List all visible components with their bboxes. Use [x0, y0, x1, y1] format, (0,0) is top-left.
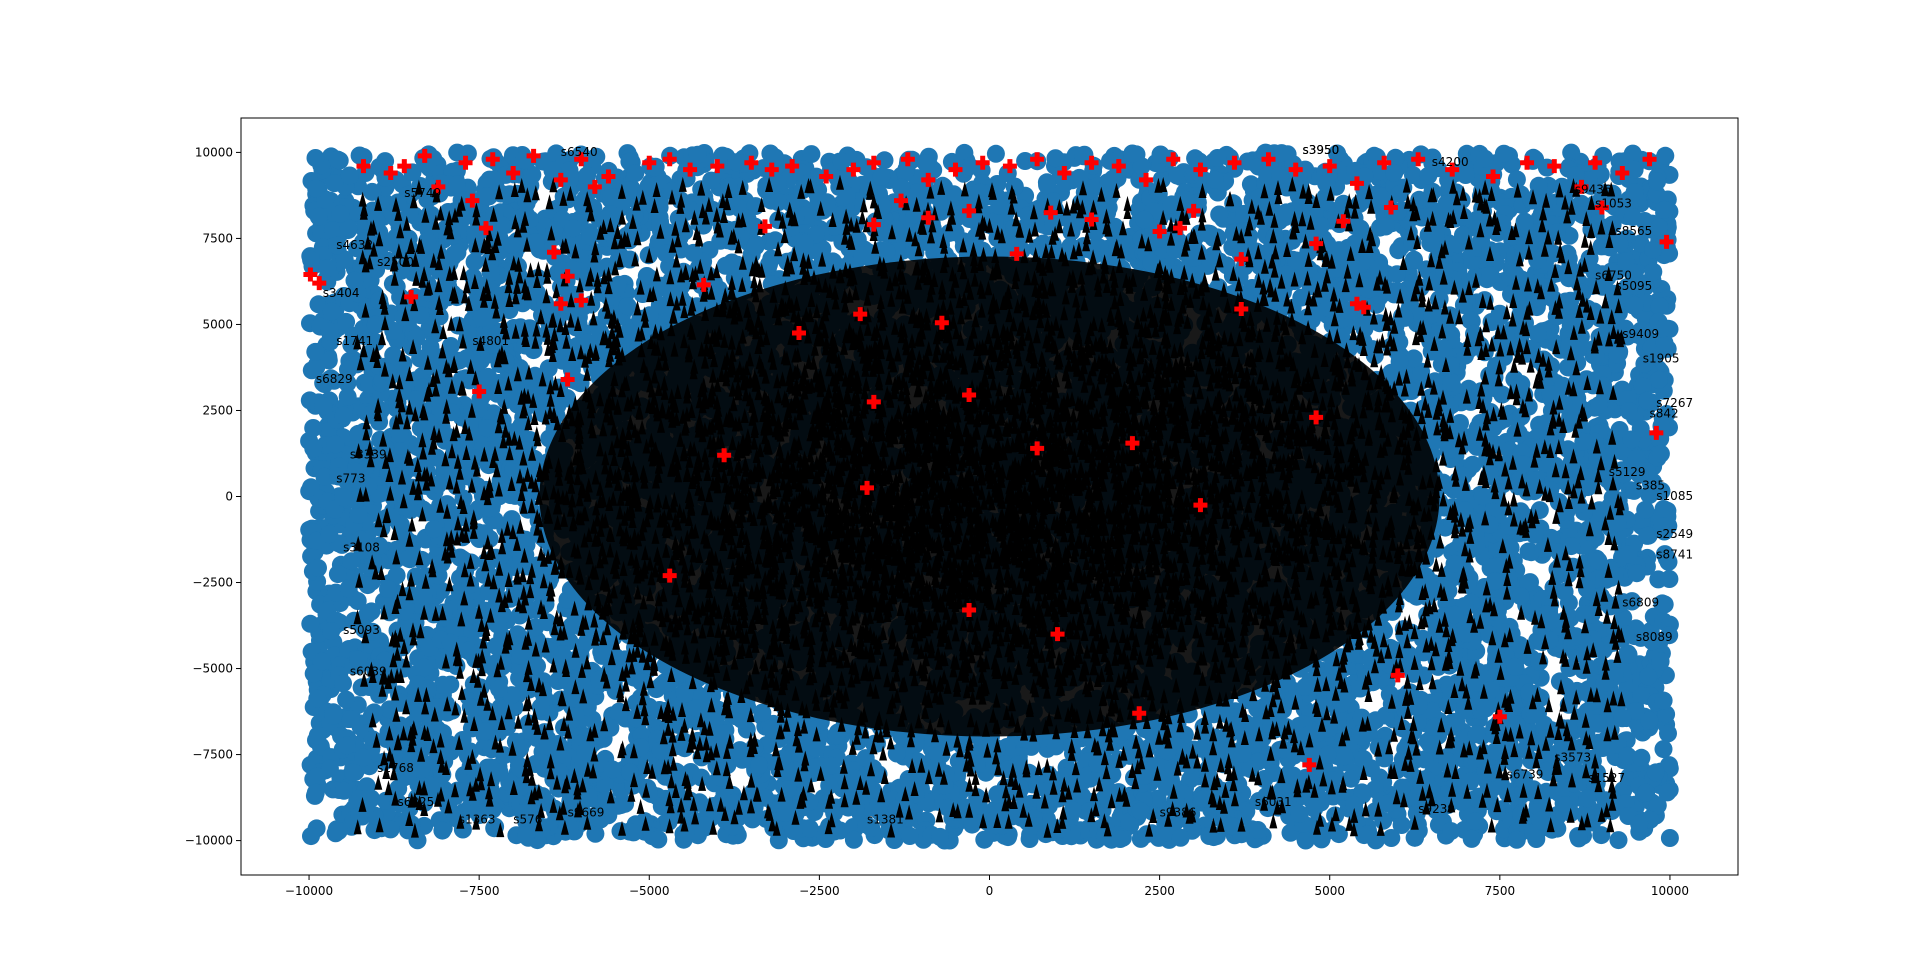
blue-point: [986, 144, 1005, 163]
blue-point: [328, 150, 347, 169]
blue-point: [1507, 170, 1526, 189]
blue-point: [1046, 149, 1065, 168]
blue-point: [1660, 829, 1679, 847]
plot-area: s6540 s3950s4200s5749s4632s3404s6829s1741…: [300, 143, 1693, 850]
blue-point: [1656, 146, 1675, 165]
blue-point: [1660, 570, 1679, 588]
blue-point: [802, 145, 821, 164]
blue-point: [975, 830, 994, 849]
blue-point: [302, 827, 320, 846]
blue-point: [1357, 825, 1376, 844]
blue-point: [381, 820, 400, 839]
blue-point: [1382, 829, 1401, 847]
blue-point: [1609, 831, 1628, 850]
blue-point: [1569, 829, 1588, 848]
blue-point: [338, 374, 357, 393]
blue-point: [1342, 769, 1360, 788]
blue-point: [338, 387, 357, 406]
